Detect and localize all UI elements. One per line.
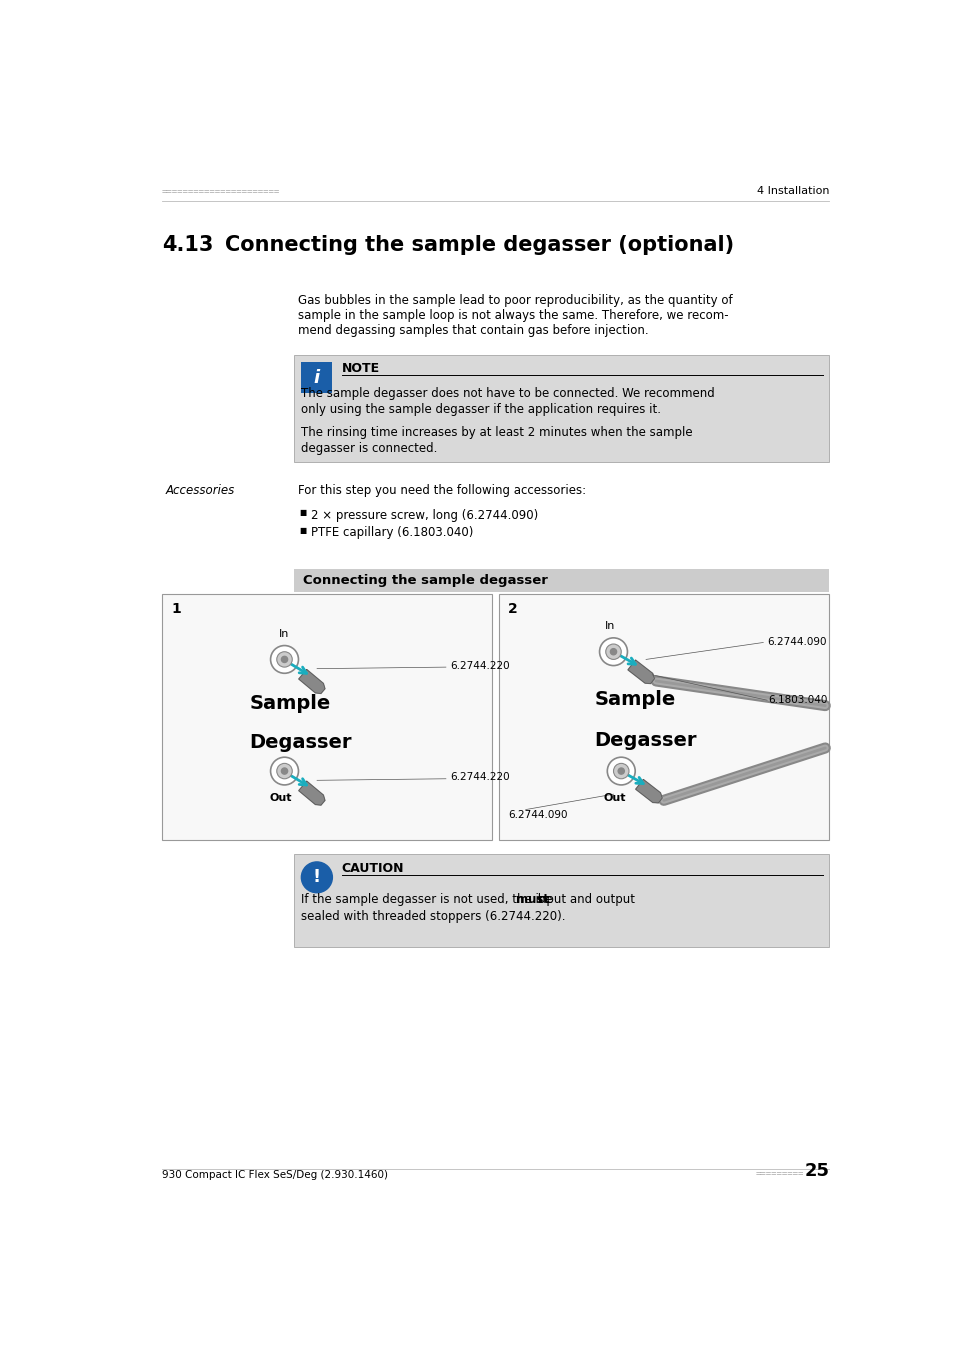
FancyBboxPatch shape <box>294 355 828 462</box>
Polygon shape <box>298 670 325 694</box>
Text: i: i <box>314 369 319 386</box>
Text: CAUTION: CAUTION <box>341 861 404 875</box>
Text: Out: Out <box>603 792 626 803</box>
Circle shape <box>281 768 287 774</box>
Text: 25: 25 <box>803 1162 828 1180</box>
Polygon shape <box>627 660 654 683</box>
Text: In: In <box>604 621 614 630</box>
Circle shape <box>605 644 620 659</box>
Text: 4 Installation: 4 Installation <box>756 186 828 196</box>
Circle shape <box>276 652 292 667</box>
Text: Gas bubbles in the sample lead to poor reproducibility, as the quantity of: Gas bubbles in the sample lead to poor r… <box>297 294 731 308</box>
Text: NOTE: NOTE <box>341 362 379 375</box>
FancyBboxPatch shape <box>301 362 332 393</box>
Circle shape <box>607 757 635 784</box>
Text: 6.2744.220: 6.2744.220 <box>449 772 509 782</box>
Text: 2 × pressure screw, long (6.2744.090): 2 × pressure screw, long (6.2744.090) <box>311 509 538 521</box>
Text: 4.13: 4.13 <box>162 235 213 255</box>
Text: 6.2744.220: 6.2744.220 <box>449 660 509 671</box>
Text: 1: 1 <box>171 602 181 616</box>
Circle shape <box>271 757 298 784</box>
Text: degasser is connected.: degasser is connected. <box>301 441 437 455</box>
FancyBboxPatch shape <box>498 594 828 840</box>
FancyBboxPatch shape <box>294 568 828 591</box>
FancyBboxPatch shape <box>294 855 828 946</box>
Text: ■: ■ <box>298 526 306 535</box>
Text: In: In <box>279 629 290 639</box>
Text: 6.2744.090: 6.2744.090 <box>766 637 826 648</box>
Circle shape <box>276 763 292 779</box>
Text: Degasser: Degasser <box>594 732 696 751</box>
Circle shape <box>618 768 623 774</box>
Text: The sample degasser does not have to be connected. We recommend: The sample degasser does not have to be … <box>301 387 715 400</box>
Polygon shape <box>298 782 325 805</box>
Text: sealed with threaded stoppers (6.2744.220).: sealed with threaded stoppers (6.2744.22… <box>301 910 565 922</box>
Text: The rinsing time increases by at least 2 minutes when the sample: The rinsing time increases by at least 2… <box>301 427 692 439</box>
Circle shape <box>610 648 616 655</box>
Text: Accessories: Accessories <box>166 483 234 497</box>
Text: 2: 2 <box>507 602 517 616</box>
Text: 6.2744.090: 6.2744.090 <box>507 810 567 819</box>
Circle shape <box>613 763 628 779</box>
Text: Degasser: Degasser <box>250 733 352 752</box>
Text: =========: ========= <box>755 1169 803 1177</box>
Text: be: be <box>533 892 552 906</box>
Text: ■: ■ <box>298 509 306 517</box>
Text: only using the sample degasser if the application requires it.: only using the sample degasser if the ap… <box>301 404 660 416</box>
Circle shape <box>301 861 332 892</box>
Text: If the sample degasser is not used, the input and output: If the sample degasser is not used, the … <box>301 892 639 906</box>
Text: must: must <box>515 892 548 906</box>
Text: Connecting the sample degasser (optional): Connecting the sample degasser (optional… <box>225 235 734 255</box>
Text: sample in the sample loop is not always the same. Therefore, we recom-: sample in the sample loop is not always … <box>297 309 727 323</box>
Circle shape <box>598 637 627 666</box>
Text: 6.1803.040: 6.1803.040 <box>768 695 827 705</box>
Text: ======================: ====================== <box>162 186 280 196</box>
Circle shape <box>271 645 298 674</box>
Polygon shape <box>635 779 661 803</box>
Text: Sample: Sample <box>594 690 675 710</box>
FancyBboxPatch shape <box>162 594 492 840</box>
Text: Connecting the sample degasser: Connecting the sample degasser <box>303 574 547 587</box>
Text: Sample: Sample <box>250 694 331 713</box>
Text: !: ! <box>313 868 320 887</box>
Text: 930 Compact IC Flex SeS/Deg (2.930.1460): 930 Compact IC Flex SeS/Deg (2.930.1460) <box>162 1170 388 1180</box>
Circle shape <box>281 656 287 663</box>
Text: PTFE capillary (6.1803.040): PTFE capillary (6.1803.040) <box>311 526 474 539</box>
Text: For this step you need the following accessories:: For this step you need the following acc… <box>297 483 585 497</box>
Text: mend degassing samples that contain gas before injection.: mend degassing samples that contain gas … <box>297 324 647 338</box>
Text: Out: Out <box>269 792 292 803</box>
